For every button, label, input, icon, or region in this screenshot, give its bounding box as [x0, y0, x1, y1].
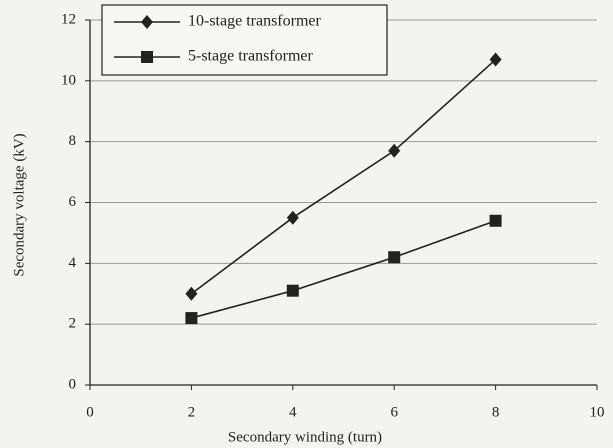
x-tick-label: 0	[86, 404, 94, 420]
series-line	[191, 219, 496, 319]
marker	[141, 51, 153, 63]
x-tick-label: 8	[492, 404, 500, 420]
y-tick-label: 4	[69, 255, 77, 271]
y-tick-label: 10	[61, 72, 76, 88]
marker	[286, 284, 299, 297]
marker	[388, 251, 401, 264]
marker	[286, 210, 299, 225]
legend-box	[101, 4, 388, 76]
y-tick-label: 0	[69, 376, 77, 392]
y-tick-label: 2	[69, 316, 77, 332]
legend-label: 5-stage transformer	[188, 48, 314, 65]
x-axis-label: Secondary winding (turn)	[228, 429, 382, 445]
marker	[388, 143, 401, 158]
x-tick-label: 4	[289, 404, 297, 420]
y-tick-label: 6	[69, 194, 77, 210]
y-tick-label: 12	[61, 11, 76, 27]
series-line	[190, 58, 497, 295]
x-tick-label: 10	[590, 404, 605, 420]
marker	[489, 52, 502, 67]
marker	[185, 312, 198, 325]
x-tick-label: 2	[188, 404, 196, 420]
x-tick-label: 6	[390, 404, 398, 420]
y-axis-label: Secondary voltage (kV)	[11, 133, 27, 276]
marker	[489, 214, 502, 227]
y-tick-label: 8	[69, 133, 77, 149]
marker	[141, 15, 153, 29]
marker	[185, 286, 198, 301]
legend-label: 10-stage transformer	[188, 13, 322, 30]
